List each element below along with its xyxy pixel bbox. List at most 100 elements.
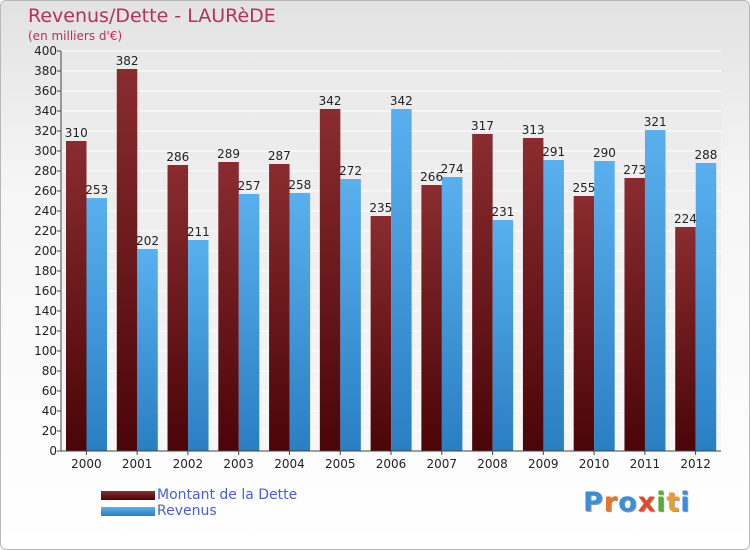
data-label: 272 — [339, 164, 362, 178]
y-tick-label: 220 — [34, 224, 57, 238]
bar-dette — [66, 141, 87, 451]
data-labels: 310 253 382 202 286 211 289 257 287 258 342 272 235 3… — [65, 54, 718, 248]
bar-dette — [370, 216, 392, 451]
axes: 0 20 40 60 80 100 120 140 160 180 200 220 240 260 280 3… — [34, 44, 721, 471]
y-tick-label: 340 — [34, 104, 57, 118]
proxiti-logo: Proxiti — [583, 487, 691, 518]
y-tick-label: 360 — [34, 84, 57, 98]
x-tick-label: 2006 — [376, 457, 407, 471]
bar-revenus — [137, 249, 158, 451]
y-tick-label: 180 — [34, 264, 57, 278]
bar-revenus — [391, 109, 412, 451]
logo-letter: x — [637, 487, 657, 518]
y-tick-label: 40 — [42, 404, 57, 418]
bar-dette — [624, 178, 645, 451]
logo-letter: t — [666, 487, 681, 518]
bar-revenus — [644, 130, 666, 451]
y-tick-label: 260 — [34, 184, 57, 198]
x-tick-label: 2004 — [274, 457, 305, 471]
data-label: 202 — [136, 234, 159, 248]
bar-dette — [522, 138, 544, 451]
bar-revenus — [543, 160, 564, 451]
x-tick-label: 2001 — [122, 457, 153, 471]
bar-revenus — [188, 240, 209, 451]
bar-dette — [116, 69, 138, 451]
bar-revenus — [289, 193, 311, 451]
x-tick-label: 2012 — [680, 457, 711, 471]
data-label: 257 — [238, 179, 261, 193]
x-tick-label: 2005 — [325, 457, 356, 471]
y-tick-label: 80 — [42, 364, 57, 378]
bar-dette — [472, 134, 493, 451]
legend-swatch-debt — [101, 490, 155, 500]
bar-dette — [167, 165, 189, 451]
bar-revenus — [340, 179, 361, 451]
data-label: 224 — [674, 212, 697, 226]
data-label: 253 — [85, 183, 108, 197]
y-tick-label: 60 — [42, 384, 57, 398]
x-tick-label: 2007 — [426, 457, 457, 471]
bar-revenus — [594, 161, 615, 451]
data-label: 289 — [217, 147, 240, 161]
y-tick-label: 240 — [34, 204, 57, 218]
data-label: 288 — [695, 148, 718, 162]
legend-label-debt: Montant de la Dette — [157, 487, 298, 503]
data-label: 286 — [166, 150, 189, 164]
bar-dette — [269, 164, 290, 451]
y-tick-label: 100 — [34, 344, 57, 358]
data-label: 342 — [319, 94, 342, 108]
data-label: 231 — [491, 205, 514, 219]
data-label: 266 — [420, 170, 443, 184]
y-tick-label: 160 — [34, 284, 57, 298]
data-label: 235 — [369, 201, 392, 215]
x-tick-label: 2011 — [630, 457, 661, 471]
legend-item-debt: Montant de la Dette — [101, 487, 297, 503]
y-tick-label: 140 — [34, 304, 57, 318]
logo-letter: r — [603, 487, 619, 518]
data-label: 321 — [644, 115, 667, 129]
legend-swatch-revenus — [101, 506, 155, 516]
y-tick-label: 20 — [42, 424, 57, 438]
bar-revenus — [238, 194, 260, 451]
x-tick-label: 2003 — [223, 457, 254, 471]
y-tick-label: 200 — [34, 244, 57, 258]
legend-item-revenus: Revenus — [101, 503, 297, 519]
data-label: 310 — [65, 126, 88, 140]
x-tick-label: 2000 — [71, 457, 102, 471]
data-label: 317 — [471, 119, 494, 133]
y-tick-label: 300 — [34, 144, 57, 158]
data-label: 287 — [268, 149, 291, 163]
data-label: 382 — [116, 54, 139, 68]
x-tick-label: 2008 — [477, 457, 508, 471]
y-tick-label: 120 — [34, 324, 57, 338]
legend: Montant de la Dette Revenus — [101, 487, 297, 519]
x-tick-label: 2009 — [528, 457, 559, 471]
data-label: 291 — [542, 145, 565, 159]
y-tick-label: 0 — [49, 444, 57, 458]
logo-letter: i — [680, 487, 691, 518]
chart-subtitle: (en milliers d'€) — [28, 29, 123, 43]
bar-dette — [573, 196, 595, 451]
y-tick-label: 320 — [34, 124, 57, 138]
x-tick-label: 2010 — [579, 457, 610, 471]
y-tick-label: 380 — [34, 64, 57, 78]
bar-revenus — [695, 163, 717, 451]
logo-letter: o — [618, 487, 638, 518]
y-tick-label: 280 — [34, 164, 57, 178]
data-label: 258 — [288, 178, 311, 192]
data-label: 255 — [572, 181, 595, 195]
data-label: 274 — [441, 162, 464, 176]
chart-title: Revenus/Dette - LAURèDE — [28, 5, 276, 27]
data-label: 342 — [390, 94, 413, 108]
bar-dette — [675, 227, 696, 451]
bar-revenus — [441, 177, 463, 451]
bars — [66, 69, 717, 451]
logo-letter: i — [656, 487, 667, 518]
bar-dette — [319, 109, 341, 451]
data-label: 211 — [187, 225, 210, 239]
bar-dette — [218, 162, 239, 451]
logo-letter: P — [583, 487, 604, 518]
y-tick-label: 400 — [34, 44, 57, 58]
bar-dette — [421, 185, 442, 451]
